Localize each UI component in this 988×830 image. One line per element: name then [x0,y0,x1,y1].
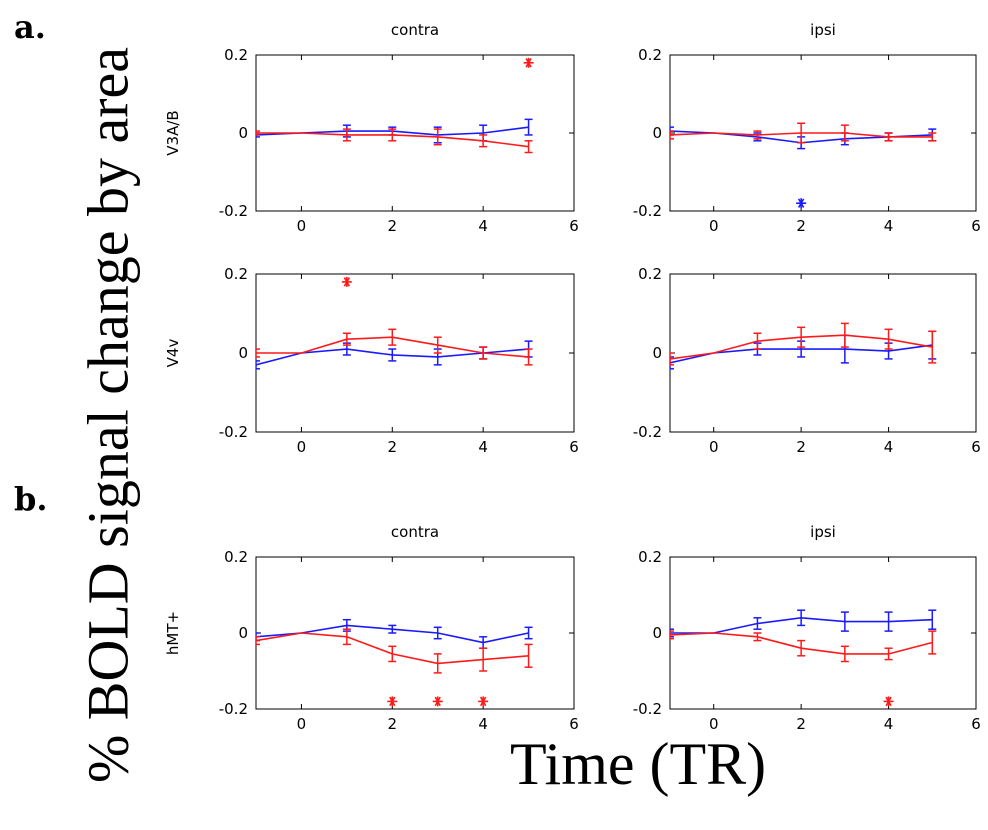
series-group [670,322,937,370]
x-tick-label: 2 [388,438,398,456]
x-tick-label: 2 [388,217,398,235]
series-group [670,609,937,663]
x-tick-label: 6 [569,715,579,733]
series-group [256,328,533,370]
x-tick-label: 2 [388,715,398,733]
x-tick-label: 4 [478,715,488,733]
x-tick-label: 6 [569,217,579,235]
subplot-6: 0 2 4 6 -0.2 0 0.2 ipsi [633,523,981,733]
significance-marker [432,696,443,707]
y-tick-label: 0 [238,124,248,142]
significance-marker [341,276,352,287]
series-group [256,118,533,154]
y-tick-label: 0 [238,624,248,642]
y-tick-label: 0.2 [638,265,662,283]
y-tick-label: 0 [652,344,662,362]
y-tick-label: 0 [652,124,662,142]
x-tick-label: 0 [297,217,307,235]
panel-label-a: a. [14,8,46,46]
y-tick-label: -0.2 [633,202,662,220]
significance-marker [478,696,489,707]
x-tick-label: 2 [796,217,806,235]
x-tick-label: 6 [569,438,579,456]
y-tick-label: 0.2 [638,548,662,566]
subplot-title: ipsi [810,523,836,541]
subplot-1: 0 2 4 6 -0.2 0 0.2 contra V3A/B [164,21,579,235]
x-tick-label: 0 [709,438,719,456]
subplot-3: 0 2 4 6 -0.2 0 0.2 V4v [164,265,579,456]
x-tick-label: 0 [709,715,719,733]
series-group [256,618,533,674]
row-label: V3A/B [164,110,182,155]
subplot-title: ipsi [810,21,836,39]
subplot-title: contra [391,21,439,39]
x-tick-label: 4 [884,715,894,733]
x-tick-label: 6 [971,217,981,235]
subplot-2: 0 2 4 6 -0.2 0 0.2 ipsi [633,21,981,235]
y-tick-label: -0.2 [219,700,248,718]
x-tick-label: 6 [971,715,981,733]
y-tick-label: 0 [652,624,662,642]
significance-marker [523,57,534,68]
subplot-4: 0 2 4 6 -0.2 0 0.2 [633,265,981,456]
panel-label-b: b. [14,480,48,518]
y-tick-label: 0.2 [224,265,248,283]
y-tick-label: 0.2 [224,46,248,64]
y-tick-label: 0.2 [224,548,248,566]
subplot-title: contra [391,523,439,541]
row-label: hMT+ [164,611,182,655]
row-label: V4v [164,339,182,368]
y-tick-label: -0.2 [633,423,662,441]
y-tick-label: 0 [238,344,248,362]
y-tick-label: 0.2 [638,46,662,64]
x-tick-label: 4 [478,438,488,456]
x-tick-label: 4 [478,217,488,235]
y-tick-label: -0.2 [219,423,248,441]
x-tick-label: 2 [796,438,806,456]
x-tick-label: 0 [297,438,307,456]
x-tick-label: 4 [884,217,894,235]
figure-x-axis-label: Time (TR) [510,731,767,797]
significance-marker [796,198,807,209]
subplot-5: 0 2 4 6 -0.2 0 0.2 contra hMT+ [164,523,579,733]
x-tick-label: 2 [796,715,806,733]
y-tick-label: -0.2 [633,700,662,718]
x-tick-label: 6 [971,438,981,456]
x-tick-label: 4 [884,438,894,456]
x-tick-label: 0 [297,715,307,733]
series-group [670,122,937,150]
significance-marker [387,696,398,707]
significance-marker [883,696,894,707]
y-tick-label: -0.2 [219,202,248,220]
x-tick-label: 0 [709,217,719,235]
